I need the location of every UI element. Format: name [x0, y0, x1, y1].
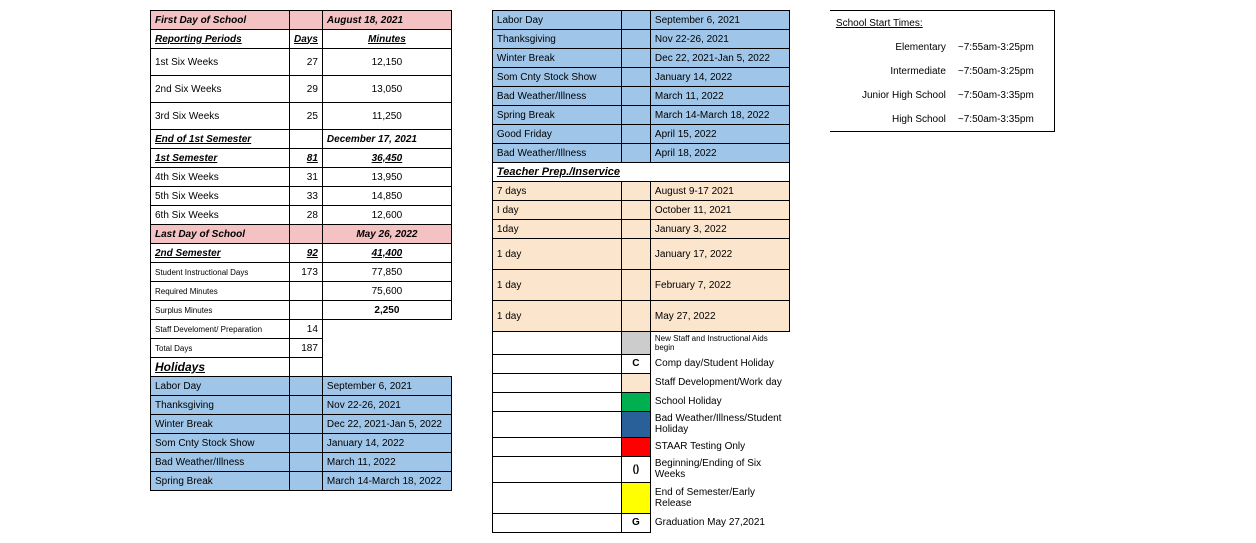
- sid-label: Student Instructional Days: [151, 263, 290, 282]
- holiday-name: Winter Break: [492, 49, 621, 68]
- teacher-prep-hdr: Teacher Prep./Inservice: [492, 163, 789, 182]
- holiday-date: March 11, 2022: [650, 87, 789, 106]
- last-day-label: Last Day of School: [151, 225, 290, 244]
- days-hdr: Days: [290, 30, 323, 49]
- start-times-table: School Start Times: Elementary~7:55am-3:…: [830, 10, 1055, 132]
- legend-label: Graduation May 27,2021: [650, 513, 789, 532]
- legend-mark: [621, 482, 650, 513]
- row-label: 3rd Six Weeks: [151, 103, 290, 130]
- teacher-date: May 27, 2022: [650, 301, 789, 332]
- start-times-title: School Start Times:: [830, 11, 1055, 36]
- holiday-name: Labor Day: [492, 11, 621, 30]
- teacher-days: I day: [492, 201, 621, 220]
- holiday-date: March 14-March 18, 2022: [322, 472, 451, 491]
- holiday-date: March 11, 2022: [322, 453, 451, 472]
- legend-mark: (): [621, 456, 650, 482]
- row-label: 2nd Six Weeks: [151, 76, 290, 103]
- holiday-name: Good Friday: [492, 125, 621, 144]
- holiday-name: Spring Break: [492, 106, 621, 125]
- school-level: Junior High School: [830, 83, 952, 107]
- holiday-date: September 6, 2021: [650, 11, 789, 30]
- holiday-name: Bad Weather/Illness: [492, 144, 621, 163]
- school-time: ~7:55am-3:25pm: [952, 35, 1055, 59]
- row-label: 1st Six Weeks: [151, 49, 290, 76]
- first-day-date: August 18, 2021: [322, 11, 451, 30]
- legend-label: Comp day/Student Holiday: [650, 354, 789, 373]
- surplus-label: Surplus Minutes: [151, 301, 290, 320]
- end-sem1-label: End of 1st Semester: [151, 130, 290, 149]
- holiday-date: Dec 22, 2021-Jan 5, 2022: [322, 415, 451, 434]
- holiday-date: Nov 22-26, 2021: [650, 30, 789, 49]
- holidays-legend-table: Labor Day September 6, 2021 Thanksgiving No…: [492, 10, 790, 533]
- reporting-table: First Day of School August 18, 2021 Repo…: [150, 10, 452, 491]
- legend-mark: C: [621, 354, 650, 373]
- holiday-date: April 18, 2022: [650, 144, 789, 163]
- teacher-days: 1 day: [492, 239, 621, 270]
- school-level: High School: [830, 107, 952, 132]
- school-time: ~7:50am-3:35pm: [952, 107, 1055, 132]
- teacher-days: 1 day: [492, 301, 621, 332]
- legend-label: New Staff and Instructional Aids begin: [650, 332, 789, 355]
- end-sem1-date: December 17, 2021: [322, 130, 451, 149]
- school-level: Intermediate: [830, 59, 952, 83]
- reporting-periods-hdr: Reporting Periods: [151, 30, 290, 49]
- legend-mark: [621, 411, 650, 437]
- legend-mark: [621, 437, 650, 456]
- holiday-name: Winter Break: [151, 415, 290, 434]
- holiday-name: Som Cnty Stock Show: [151, 434, 290, 453]
- legend-label: Beginning/Ending of Six Weeks: [650, 456, 789, 482]
- first-day-label: First Day of School: [151, 11, 290, 30]
- legend-label: STAAR Testing Only: [650, 437, 789, 456]
- school-time: ~7:50am-3:25pm: [952, 59, 1055, 83]
- holiday-name: Bad Weather/Illness: [492, 87, 621, 106]
- teacher-date: January 17, 2022: [650, 239, 789, 270]
- holiday-name: Bad Weather/Illness: [151, 453, 290, 472]
- school-time: ~7:50am-3:35pm: [952, 83, 1055, 107]
- holiday-date: Nov 22-26, 2021: [322, 396, 451, 415]
- staff-dev-label: Staff Develoment/ Preparation: [151, 320, 290, 339]
- holiday-date: September 6, 2021: [322, 377, 451, 396]
- holiday-date: January 14, 2022: [322, 434, 451, 453]
- teacher-date: August 9-17 2021: [650, 182, 789, 201]
- school-level: Elementary: [830, 35, 952, 59]
- holiday-name: Labor Day: [151, 377, 290, 396]
- teacher-days: 1 day: [492, 270, 621, 301]
- total-days-label: Total Days: [151, 339, 290, 358]
- legend-mark: [621, 373, 650, 392]
- req-min-label: Required Minutes: [151, 282, 290, 301]
- holiday-date: April 15, 2022: [650, 125, 789, 144]
- sem2-label: 2nd Semester: [151, 244, 290, 263]
- legend-label: Bad Weather/Illness/Student Holiday: [650, 411, 789, 437]
- teacher-days: 7 days: [492, 182, 621, 201]
- holiday-date: March 14-March 18, 2022: [650, 106, 789, 125]
- calendar-page: First Day of School August 18, 2021 Repo…: [10, 10, 1246, 533]
- holiday-date: January 14, 2022: [650, 68, 789, 87]
- legend-mark: [621, 392, 650, 411]
- legend-label: End of Semester/Early Release: [650, 482, 789, 513]
- teacher-days: 1day: [492, 220, 621, 239]
- minutes-hdr: Minutes: [322, 30, 451, 49]
- holiday-name: Thanksgiving: [492, 30, 621, 49]
- teacher-date: January 3, 2022: [650, 220, 789, 239]
- legend-label: School Holiday: [650, 392, 789, 411]
- legend-mark: G: [621, 513, 650, 532]
- holiday-name: Thanksgiving: [151, 396, 290, 415]
- holiday-name: Som Cnty Stock Show: [492, 68, 621, 87]
- holiday-date: Dec 22, 2021-Jan 5, 2022: [650, 49, 789, 68]
- teacher-date: October 11, 2021: [650, 201, 789, 220]
- legend-label: Staff Development/Work day: [650, 373, 789, 392]
- holidays-label: Holidays: [151, 358, 290, 377]
- holiday-name: Spring Break: [151, 472, 290, 491]
- last-day-date: May 26, 2022: [322, 225, 451, 244]
- teacher-date: February 7, 2022: [650, 270, 789, 301]
- sem1-label: 1st Semester: [151, 149, 290, 168]
- legend-mark: [621, 332, 650, 355]
